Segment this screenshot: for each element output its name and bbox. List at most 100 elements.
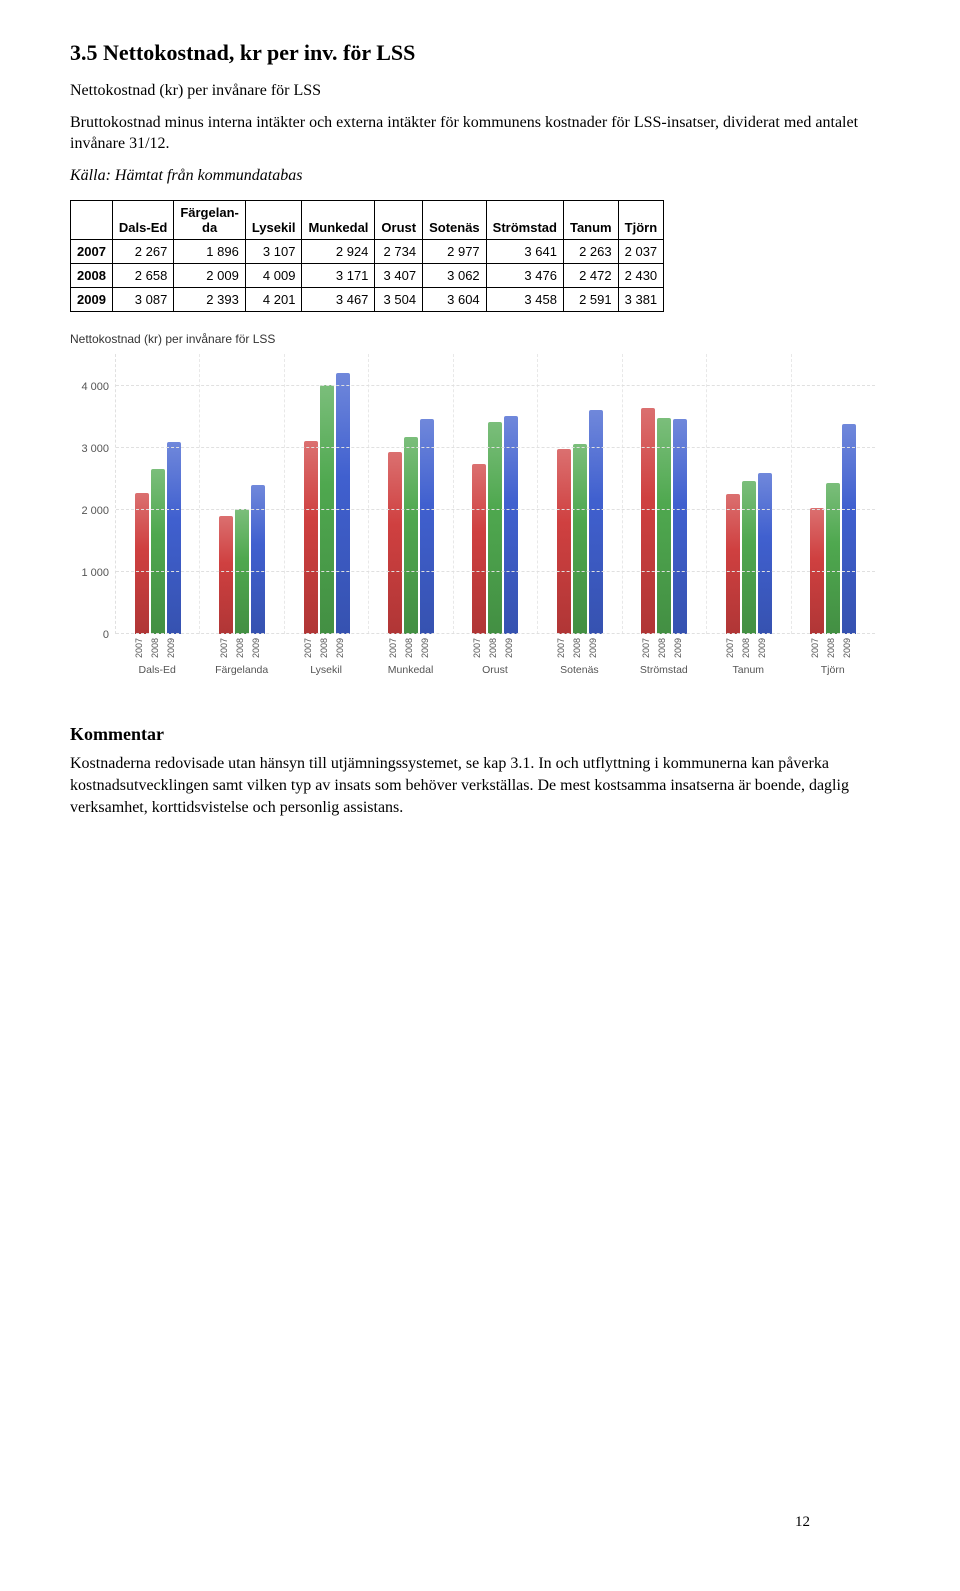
chart-x-year: 2008	[657, 638, 671, 658]
chart-x-year: 2007	[725, 638, 739, 658]
table-cell: 3 087	[112, 288, 173, 312]
chart-bar	[304, 441, 318, 634]
chart-group	[707, 354, 791, 634]
chart-group	[200, 354, 284, 634]
bar-chart: Nettokostnad (kr) per invånare för LSS 0…	[70, 332, 890, 676]
table-cell: 2 263	[563, 240, 618, 264]
chart-x-year: 2007	[134, 638, 148, 658]
table-header: Sotenäs	[423, 220, 487, 240]
chart-bar	[842, 424, 856, 634]
chart-x-muni: Munkedal	[368, 664, 452, 676]
chart-bar	[758, 473, 772, 634]
chart-x-muni: Tanum	[706, 664, 790, 676]
table-cell: 3 171	[302, 264, 375, 288]
chart-bar	[167, 442, 181, 634]
chart-x-year: 2007	[303, 638, 317, 658]
chart-x-year: 2009	[420, 638, 434, 658]
table-cell: 3 604	[423, 288, 487, 312]
chart-x-year: 2007	[219, 638, 233, 658]
table-header: Munkedal	[302, 220, 375, 240]
chart-bar	[504, 416, 518, 634]
chart-x-year: 2008	[741, 638, 755, 658]
chart-bar	[557, 449, 571, 634]
table-cell: 3 458	[486, 288, 563, 312]
chart-x-year: 2009	[166, 638, 180, 658]
chart-group	[623, 354, 707, 634]
chart-group	[116, 354, 200, 634]
chart-x-year: 2008	[404, 638, 418, 658]
chart-bar	[657, 418, 671, 634]
chart-x-year: 2008	[488, 638, 502, 658]
table-cell: 3 641	[486, 240, 563, 264]
chart-group	[285, 354, 369, 634]
table-cell: 3 476	[486, 264, 563, 288]
chart-x-year: 2007	[556, 638, 570, 658]
table-cell: 2 393	[174, 288, 246, 312]
table-cell: 4 201	[245, 288, 302, 312]
chart-bar	[135, 493, 149, 634]
chart-x-muni: Färgelanda	[199, 664, 283, 676]
comment-text: Kostnaderna redovisade utan hänsyn till …	[70, 753, 890, 818]
chart-x-year: 2008	[150, 638, 164, 658]
chart-group	[454, 354, 538, 634]
chart-bar	[589, 410, 603, 634]
chart-bar	[726, 494, 740, 635]
chart-x-muni: Strömstad	[622, 664, 706, 676]
chart-bar	[219, 516, 233, 634]
table-header: Orust	[375, 220, 423, 240]
table-row-year: 2008	[71, 264, 113, 288]
chart-group	[538, 354, 622, 634]
chart-x-year: 2009	[251, 638, 265, 658]
table-header: Tanum	[563, 220, 618, 240]
table-row-year: 2007	[71, 240, 113, 264]
table-cell: 1 896	[174, 240, 246, 264]
table-header: Strömstad	[486, 220, 563, 240]
chart-bar	[742, 481, 756, 635]
chart-bar	[472, 464, 486, 634]
chart-x-year: 2009	[673, 638, 687, 658]
chart-bar	[826, 483, 840, 634]
chart-group	[792, 354, 875, 634]
chart-x-year: 2007	[810, 638, 824, 658]
chart-bar	[573, 444, 587, 635]
page-number: 12	[795, 1514, 810, 1531]
chart-x-muni: Orust	[453, 664, 537, 676]
chart-title: Nettokostnad (kr) per invånare för LSS	[70, 332, 890, 346]
table-header: Dals-Ed	[112, 220, 173, 240]
data-table: Färgelan-Dals-EddaLysekilMunkedalOrustSo…	[70, 200, 890, 312]
chart-x-muni: Tjörn	[791, 664, 875, 676]
chart-bar	[673, 419, 687, 634]
chart-x-year: 2008	[319, 638, 333, 658]
table-cell: 3 107	[245, 240, 302, 264]
chart-x-year: 2008	[826, 638, 840, 658]
table-cell: 3 504	[375, 288, 423, 312]
table-header: da	[174, 220, 246, 240]
table-cell: 2 267	[112, 240, 173, 264]
table-cell: 2 977	[423, 240, 487, 264]
comment-heading: Kommentar	[70, 724, 890, 745]
chart-x-muni: Lysekil	[284, 664, 368, 676]
table-cell: 2 658	[112, 264, 173, 288]
chart-x-year: 2007	[472, 638, 486, 658]
chart-bar	[404, 437, 418, 634]
table-header: Tjörn	[618, 220, 664, 240]
chart-x-year: 2008	[572, 638, 586, 658]
chart-bar	[420, 419, 434, 635]
chart-x-muni: Sotenäs	[537, 664, 621, 676]
chart-x-year: 2008	[235, 638, 249, 658]
chart-x-year: 2007	[388, 638, 402, 658]
table-cell: 2 430	[618, 264, 664, 288]
table-header: Lysekil	[245, 220, 302, 240]
chart-x-year: 2009	[842, 638, 856, 658]
chart-group	[369, 354, 453, 634]
chart-x-year: 2009	[335, 638, 349, 658]
chart-x-muni: Dals-Ed	[115, 664, 199, 676]
chart-x-year: 2007	[641, 638, 655, 658]
chart-x-year: 2009	[504, 638, 518, 658]
source-line: Källa: Hämtat från kommundatabas	[70, 165, 890, 187]
intro-line: Nettokostnad (kr) per invånare för LSS	[70, 80, 890, 102]
table-cell: 2 591	[563, 288, 618, 312]
table-cell: 4 009	[245, 264, 302, 288]
table-row-year: 2009	[71, 288, 113, 312]
table-cell: 2 734	[375, 240, 423, 264]
